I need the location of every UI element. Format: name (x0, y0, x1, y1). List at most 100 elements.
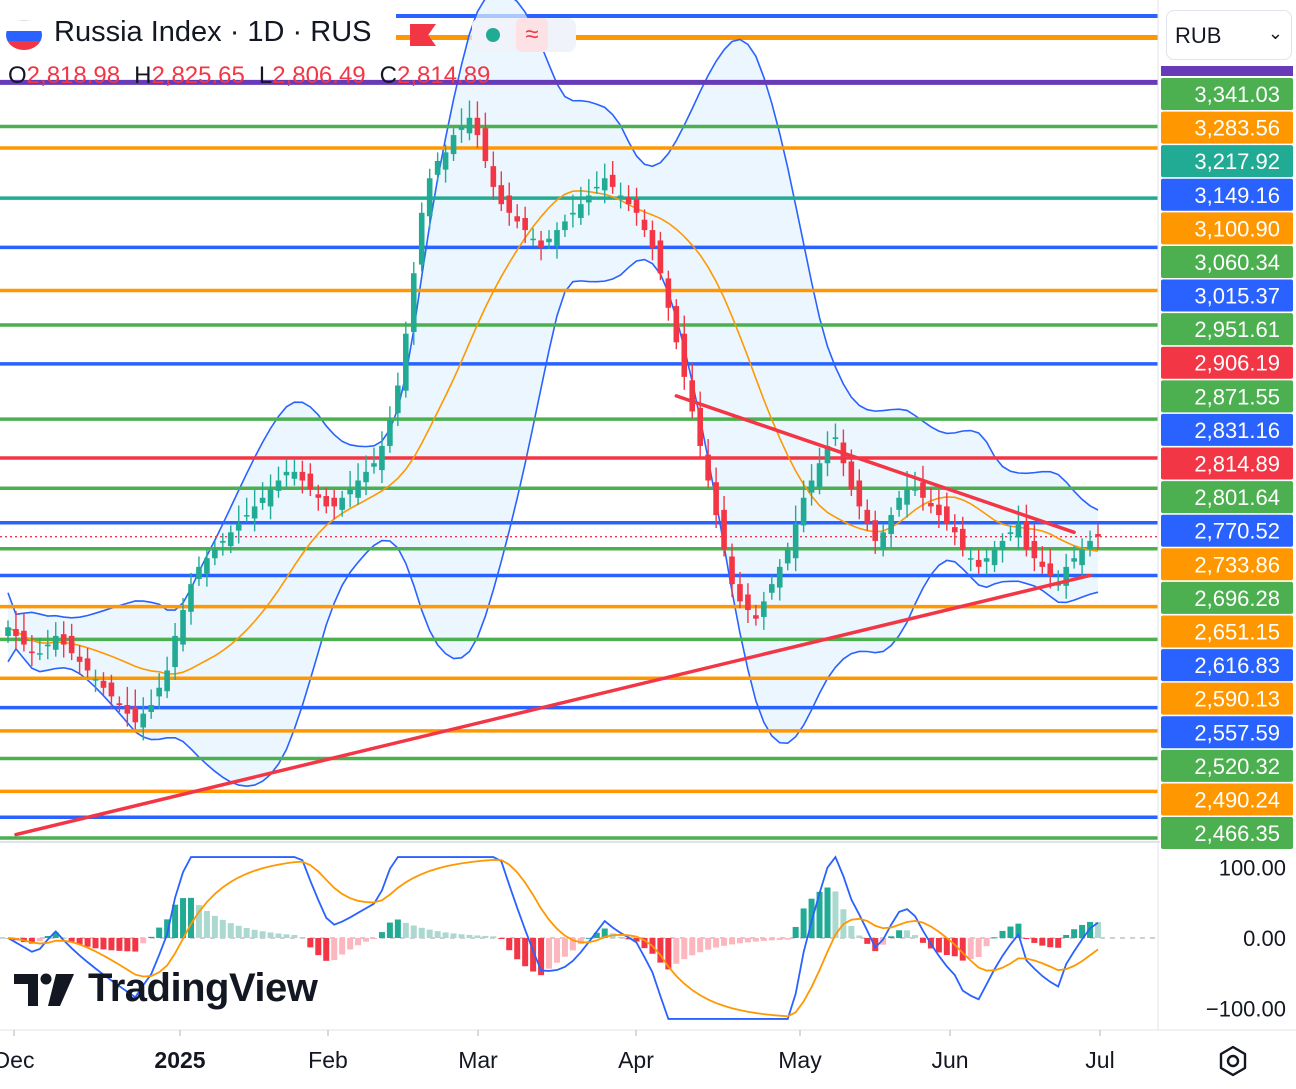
osc-bar (140, 938, 147, 944)
candle-body (84, 658, 91, 671)
osc-bar (442, 932, 449, 938)
moving-average-line (7, 189, 1099, 675)
osc-main-line (7, 855, 1099, 1020)
settings-icon[interactable] (1216, 1044, 1250, 1078)
osc-bar (617, 936, 624, 938)
osc-bar (378, 932, 385, 938)
candle-body (912, 489, 918, 491)
price-label: 2,466.35 (1194, 821, 1280, 846)
osc-bar (665, 938, 672, 970)
candle-body (578, 204, 584, 218)
osc-bar (546, 938, 553, 969)
candle-body (705, 454, 711, 481)
candle-body (132, 706, 139, 723)
candle-body (562, 221, 568, 231)
price-label-box (1161, 749, 1293, 782)
candle-body (936, 504, 942, 516)
candle-body (44, 644, 51, 647)
candle-body (808, 480, 815, 493)
osc-bar (219, 919, 226, 938)
candle-body (609, 174, 616, 187)
candle-body (920, 482, 926, 498)
osc-bar (108, 938, 115, 951)
symbol-title[interactable]: Russia Index · 1D · RUS (54, 16, 372, 48)
osc-bar (967, 938, 974, 960)
candle-body (52, 635, 59, 650)
osc-bar (625, 938, 632, 940)
time-tick-label: Dec (0, 1047, 34, 1073)
trendline-1 (674, 394, 1076, 535)
price-axis: 3,341.03 3,283.56 3,217.92 3,149.16 3,100.90… (1160, 66, 1296, 850)
osc-bar (705, 938, 712, 950)
osc-bar (203, 911, 210, 938)
price-label-box (1161, 716, 1293, 749)
price-label-box (1161, 615, 1293, 648)
candle-body (673, 306, 680, 343)
ohlc-legend: O2,818.98 H2,825.65 L2,806.49 C2,814.89 (8, 62, 504, 90)
candle-body (466, 117, 473, 134)
candle-body (593, 186, 600, 189)
osc-bar (816, 891, 823, 938)
price-label: 3,060.34 (1194, 250, 1280, 275)
currency-value: RUB (1175, 23, 1222, 48)
market-status-pill[interactable]: ≈ (472, 18, 576, 52)
candle-body (665, 278, 672, 308)
candle-body (235, 523, 242, 531)
candle-body (13, 629, 19, 636)
market-open-icon (486, 28, 500, 42)
osc-bar (60, 937, 67, 939)
flag-marker-icon[interactable] (410, 24, 436, 46)
candle-body (601, 178, 608, 191)
osc-bar (832, 891, 839, 938)
candle-body (307, 473, 314, 490)
osc-bar (848, 925, 855, 938)
candle-body (633, 198, 640, 213)
candle-body (482, 128, 489, 161)
candle-body (387, 420, 393, 446)
osc-bar (1039, 938, 1046, 946)
candle-body (220, 540, 226, 543)
osc-bar (697, 938, 704, 953)
candle-body (681, 333, 688, 377)
candle-body (617, 195, 624, 198)
candle-body (816, 463, 823, 488)
osc-bar (569, 938, 576, 951)
candle-body (68, 635, 75, 654)
ohlc-key-h: H (134, 62, 152, 89)
price-label-box (1161, 447, 1293, 480)
candle-body (434, 160, 441, 175)
candle-body (792, 523, 799, 559)
osc-bar (1087, 921, 1094, 938)
osc-bar (896, 930, 903, 938)
time-tick-label: Mar (458, 1047, 498, 1073)
time-tick-label: Apr (618, 1047, 654, 1073)
osc-bar (267, 932, 274, 938)
candle-body (363, 471, 369, 483)
top-strip-blue (396, 14, 1158, 18)
osc-bar (736, 938, 743, 944)
candle-body (928, 502, 934, 507)
candle-body (156, 687, 162, 697)
osc-bar (673, 938, 680, 964)
candle-body (331, 497, 338, 507)
osc-bar (904, 930, 911, 938)
chevron-down-icon: ⌄ (1267, 23, 1283, 43)
ohlc-key-c: C (379, 62, 397, 89)
candle-body (379, 445, 385, 471)
osc-bar (68, 938, 75, 942)
candle-body (657, 240, 664, 274)
osc-bar (394, 919, 401, 938)
price-label-box (1161, 413, 1293, 446)
osc-bar (498, 938, 505, 939)
osc-bar (251, 929, 258, 938)
candle-body (124, 705, 131, 714)
candle-body (458, 126, 465, 130)
candle-body (959, 528, 966, 550)
osc-bar (522, 938, 529, 967)
osc-bar (681, 938, 688, 960)
osc-bar (800, 908, 807, 938)
candle-body (148, 705, 155, 712)
osc-bar (1031, 938, 1038, 943)
currency-select[interactable]: RUB ⌄ (1166, 10, 1292, 60)
